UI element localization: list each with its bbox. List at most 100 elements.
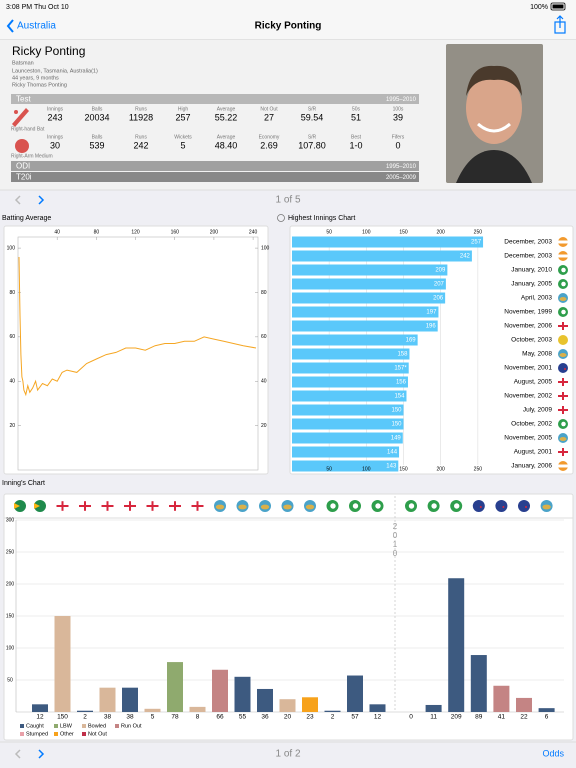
bar-value-label: 2	[83, 714, 87, 721]
format-label: Test	[16, 95, 31, 104]
flag-icon	[558, 251, 568, 261]
stat-header: Economy	[259, 134, 280, 140]
flag-mark	[238, 504, 247, 510]
flag-icon	[79, 501, 91, 511]
format-label: ODI	[16, 162, 30, 171]
legend-swatch	[54, 732, 58, 736]
bar	[448, 578, 465, 712]
flag-icon	[326, 500, 339, 512]
flag-icon	[540, 500, 553, 512]
stat-value: 539	[89, 140, 104, 150]
back-chevron[interactable]	[6, 19, 14, 33]
flag-mark	[559, 353, 567, 357]
bar-value-label: 150	[391, 408, 402, 414]
flag-mark	[561, 281, 566, 287]
legend-swatch	[82, 732, 86, 736]
x-tick-label: 240	[249, 229, 258, 235]
flag-icon	[558, 307, 568, 317]
bar	[292, 236, 484, 248]
stat-header: 100s	[393, 106, 404, 112]
pager: 1 of 5	[275, 195, 300, 206]
bar	[292, 320, 438, 332]
flag-cross	[562, 448, 564, 456]
legend-label: Other	[60, 731, 74, 737]
flag-mark	[559, 297, 567, 301]
x-tick-label: 80	[94, 229, 100, 235]
odds-button[interactable]: Odds	[542, 748, 564, 758]
stat-header: Runs	[135, 134, 147, 140]
bar	[99, 687, 116, 712]
next-arrow[interactable]	[38, 195, 45, 205]
bar-value-label: 0	[409, 714, 413, 721]
bar-value-label: 66	[216, 714, 224, 721]
bar-value-label: 55	[239, 714, 247, 721]
legend-swatch	[82, 724, 86, 728]
category-label: November, 2006	[504, 323, 552, 330]
category-label: October, 2002	[511, 421, 552, 428]
format-label: T20i	[16, 173, 32, 182]
stat-header: Runs	[135, 106, 147, 112]
flag-icon	[558, 433, 568, 443]
flag-mark	[454, 503, 460, 509]
x-tick-label: 50	[326, 466, 332, 472]
bar-value-label: 12	[36, 714, 44, 721]
flag-cross	[174, 501, 176, 511]
category-label: May, 2008	[522, 351, 552, 358]
x-tick-label: 120	[131, 229, 140, 235]
flag-icon	[169, 501, 181, 511]
prev-arrow[interactable]	[14, 749, 21, 759]
info-icon[interactable]	[277, 214, 285, 222]
bar	[292, 418, 404, 430]
next-arrow[interactable]	[38, 749, 45, 759]
share-icon[interactable]	[554, 15, 566, 34]
flag-cross	[84, 501, 86, 511]
flag-mark	[525, 506, 527, 508]
format-bar[interactable]	[11, 161, 419, 171]
stat-header: Average	[217, 134, 236, 140]
y-tick-label: 250	[6, 549, 15, 555]
bar	[292, 264, 448, 276]
bar	[292, 404, 404, 416]
plot-frame	[17, 236, 259, 471]
stat-header: Best	[351, 134, 362, 140]
x-tick-label: 40	[54, 229, 60, 235]
bar-value-label: 38	[126, 714, 134, 721]
legend-swatch	[54, 724, 58, 728]
bar	[54, 616, 71, 712]
flag-mark	[558, 464, 568, 468]
flag-icon	[371, 500, 384, 512]
year-label: 2010	[391, 522, 400, 558]
stat-header: Fifers	[392, 134, 405, 140]
category-label: August, 2005	[514, 379, 553, 386]
flag-cross	[61, 501, 64, 511]
bar-value-label: 196	[426, 324, 437, 330]
flag-icon	[558, 419, 568, 429]
stat-header: S/R	[308, 134, 317, 140]
flag-icon	[14, 500, 26, 512]
flag-icon	[495, 500, 508, 512]
format-bar[interactable]	[11, 172, 419, 182]
bar	[292, 432, 403, 444]
flag-icon	[405, 500, 417, 512]
category-label: October, 2003	[511, 337, 552, 344]
style-label: Right-hand Bat	[11, 126, 45, 132]
flag-icon	[558, 293, 568, 303]
back-button[interactable]: Australia	[17, 21, 56, 32]
flag-mark	[564, 368, 566, 370]
stat-header: Balls	[92, 106, 103, 112]
bar-value-label: 23	[306, 714, 314, 721]
legend-swatch	[20, 732, 24, 736]
flag-icon	[236, 500, 249, 512]
stat-value: 11928	[129, 112, 153, 122]
photo-smile	[477, 122, 511, 133]
flag-mark	[558, 254, 568, 258]
legend-label: Stumped	[26, 731, 48, 737]
y-tick-label: 40	[9, 379, 15, 385]
flag-icon	[56, 501, 69, 511]
flag-cross	[562, 406, 564, 414]
stat-value: 1-0	[349, 140, 362, 150]
prev-arrow[interactable]	[14, 195, 21, 205]
flag-mark	[215, 504, 225, 510]
x-tick-label: 150	[399, 466, 408, 472]
